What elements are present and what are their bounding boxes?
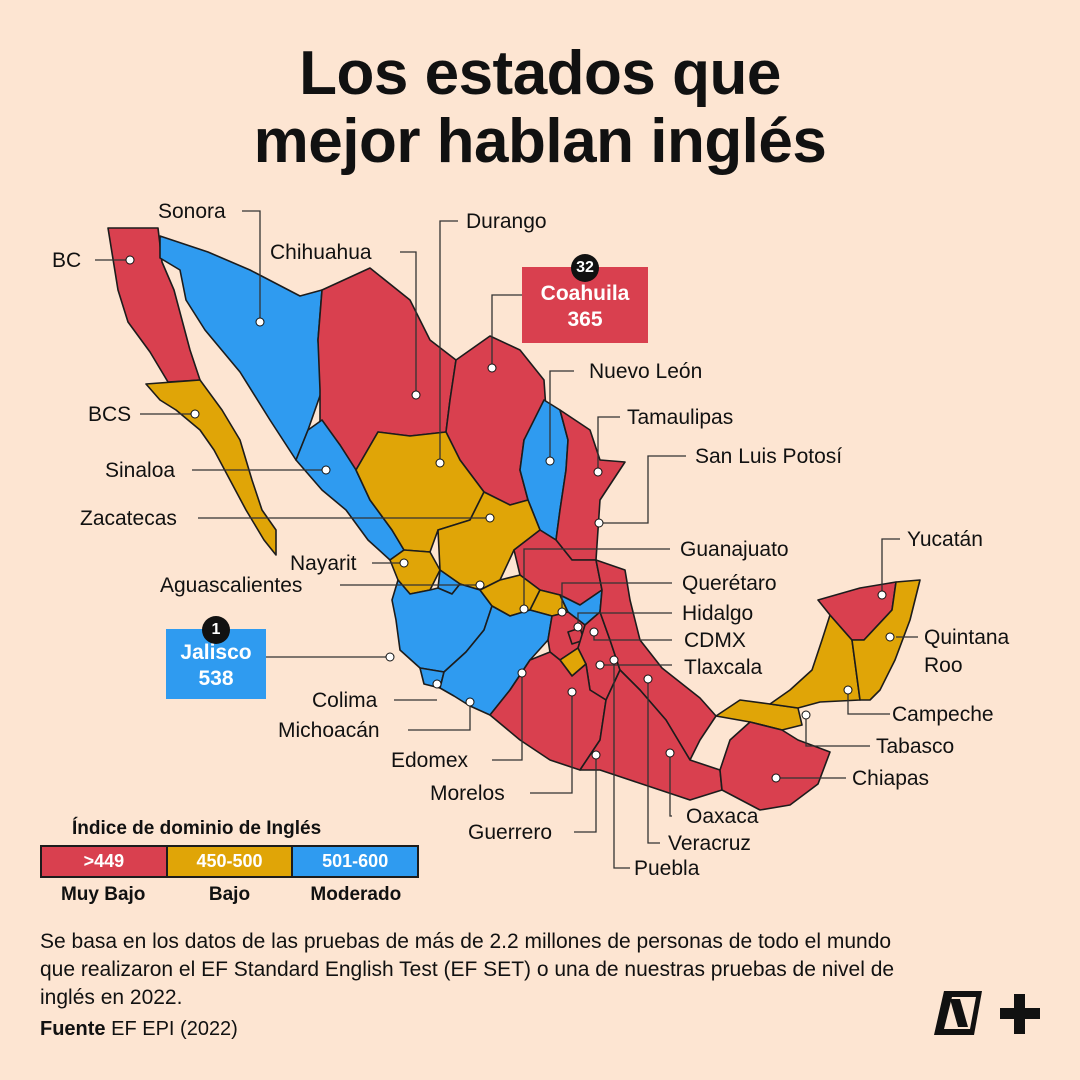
legend-range-moderado: 501-600 (291, 847, 418, 876)
source-line: Fuente EF EPI (2022) (40, 1018, 238, 1041)
label-roo: Roo (924, 654, 963, 677)
callout-coahuila: 32 Coahuila 365 (522, 254, 648, 343)
callout-state-name: Jalisco (180, 641, 252, 664)
label-veracruz: Veracruz (668, 832, 751, 855)
label-queretaro: Querétaro (682, 572, 777, 595)
state-region-bcs[interactable] (145, 379, 277, 556)
state-region-quintana-roo[interactable] (851, 579, 921, 701)
label-puebla: Puebla (634, 857, 700, 880)
label-bcs: BCS (88, 403, 131, 426)
title-line-2: mejor hablan inglés (253, 107, 827, 176)
state-region-guerrero[interactable] (489, 651, 607, 771)
label-guanajuato: Guanajuato (680, 538, 789, 561)
state-labels: BC Sonora Chihuahua Durango Nuevo León T… (52, 200, 1010, 880)
label-san-luis-potosi: San Luis Potosí (695, 445, 842, 468)
label-tlaxcala: Tlaxcala (684, 656, 763, 679)
map-leader-lines (95, 210, 918, 869)
source-label: Fuente (40, 1018, 106, 1040)
legend-name-bajo: Bajo (208, 884, 251, 905)
label-chiapas: Chiapas (852, 767, 929, 790)
label-morelos: Morelos (430, 782, 505, 805)
label-durango: Durango (466, 210, 547, 233)
page-title: Los estados que mejor hablan inglés (0, 40, 1080, 176)
state-region-tamaulipas[interactable] (555, 409, 626, 561)
label-bc: BC (52, 249, 81, 272)
label-yucatan: Yucatán (907, 528, 983, 551)
label-aguascalientes: Aguascalientes (160, 574, 302, 597)
label-nayarit: Nayarit (290, 552, 357, 575)
label-oaxaca: Oaxaca (686, 805, 759, 828)
legend-name-moderado: Moderado (310, 884, 402, 905)
state-region-veracruz[interactable] (595, 559, 717, 761)
state-point-markers (125, 255, 895, 783)
label-michoacan: Michoacán (278, 719, 380, 742)
label-campeche: Campeche (892, 703, 994, 726)
label-nuevo-leon: Nuevo León (589, 360, 702, 383)
legend-names: Muy Bajo Bajo Moderado (40, 884, 419, 906)
nmas-logo-icon (934, 991, 1040, 1035)
legend-name-muy-bajo: Muy Bajo (60, 884, 146, 905)
legend-range-bajo: 450-500 (165, 847, 292, 876)
rank-badge: 1 (202, 616, 230, 644)
label-quintana: Quintana (924, 626, 1010, 649)
label-tamaulipas: Tamaulipas (627, 406, 733, 429)
label-cdmx: CDMX (684, 629, 746, 652)
callout-score: 365 (567, 308, 603, 331)
label-zacatecas: Zacatecas (80, 507, 177, 530)
state-region-chiapas[interactable] (719, 721, 831, 811)
label-hidalgo: Hidalgo (682, 602, 753, 625)
label-edomex: Edomex (391, 749, 469, 772)
label-tabasco: Tabasco (876, 735, 954, 758)
rank-badge: 32 (571, 254, 599, 282)
legend-scale: >449 450-500 501-600 (40, 845, 419, 878)
legend-title: Índice de dominio de Inglés (72, 818, 322, 839)
methodology-note: Se basa en los datos de las pruebas de m… (40, 930, 895, 1009)
callout-jalisco: 1 Jalisco 538 (166, 616, 266, 699)
state-regions (107, 227, 921, 811)
label-sinaloa: Sinaloa (105, 459, 175, 482)
label-sonora: Sonora (158, 200, 226, 223)
title-line-1: Los estados que (299, 39, 781, 108)
source-text: EF EPI (2022) (111, 1018, 238, 1040)
label-colima: Colima (312, 689, 378, 712)
callout-state-name: Coahuila (540, 282, 630, 305)
label-chihuahua: Chihuahua (270, 241, 372, 264)
legend-range-muy-bajo: >449 (42, 847, 166, 876)
callout-score: 538 (198, 667, 234, 690)
label-guerrero: Guerrero (468, 821, 552, 844)
